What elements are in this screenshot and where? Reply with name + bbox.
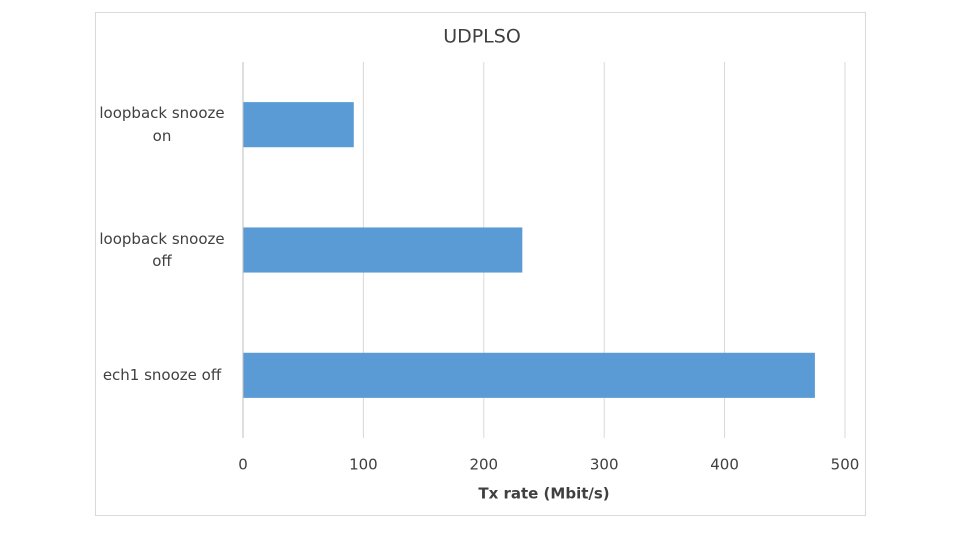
x-tick-label: 100 <box>349 456 378 474</box>
bar <box>243 352 815 398</box>
x-tick-label: 400 <box>710 456 739 474</box>
y-tick-label: loopback snooze on <box>99 104 225 145</box>
bar <box>243 227 523 273</box>
x-tick-label: 300 <box>590 456 619 474</box>
y-tick-label-box: loopback snooze off <box>99 229 225 271</box>
chart-title: UDPLSO <box>443 26 521 48</box>
x-axis-title: Tx rate (Mbit/s) <box>478 485 609 503</box>
y-tick-label-box: loopback snooze on <box>99 104 225 145</box>
x-tick-label: 200 <box>469 456 498 474</box>
x-tick-label: 500 <box>831 456 860 474</box>
y-tick-label-box: ech1 snooze off <box>102 366 222 385</box>
y-tick-label: ech1 snooze off <box>102 366 222 385</box>
y-tick-label: loopback snooze off <box>99 229 225 271</box>
bar <box>243 102 354 148</box>
x-tick-label: 0 <box>238 456 248 474</box>
